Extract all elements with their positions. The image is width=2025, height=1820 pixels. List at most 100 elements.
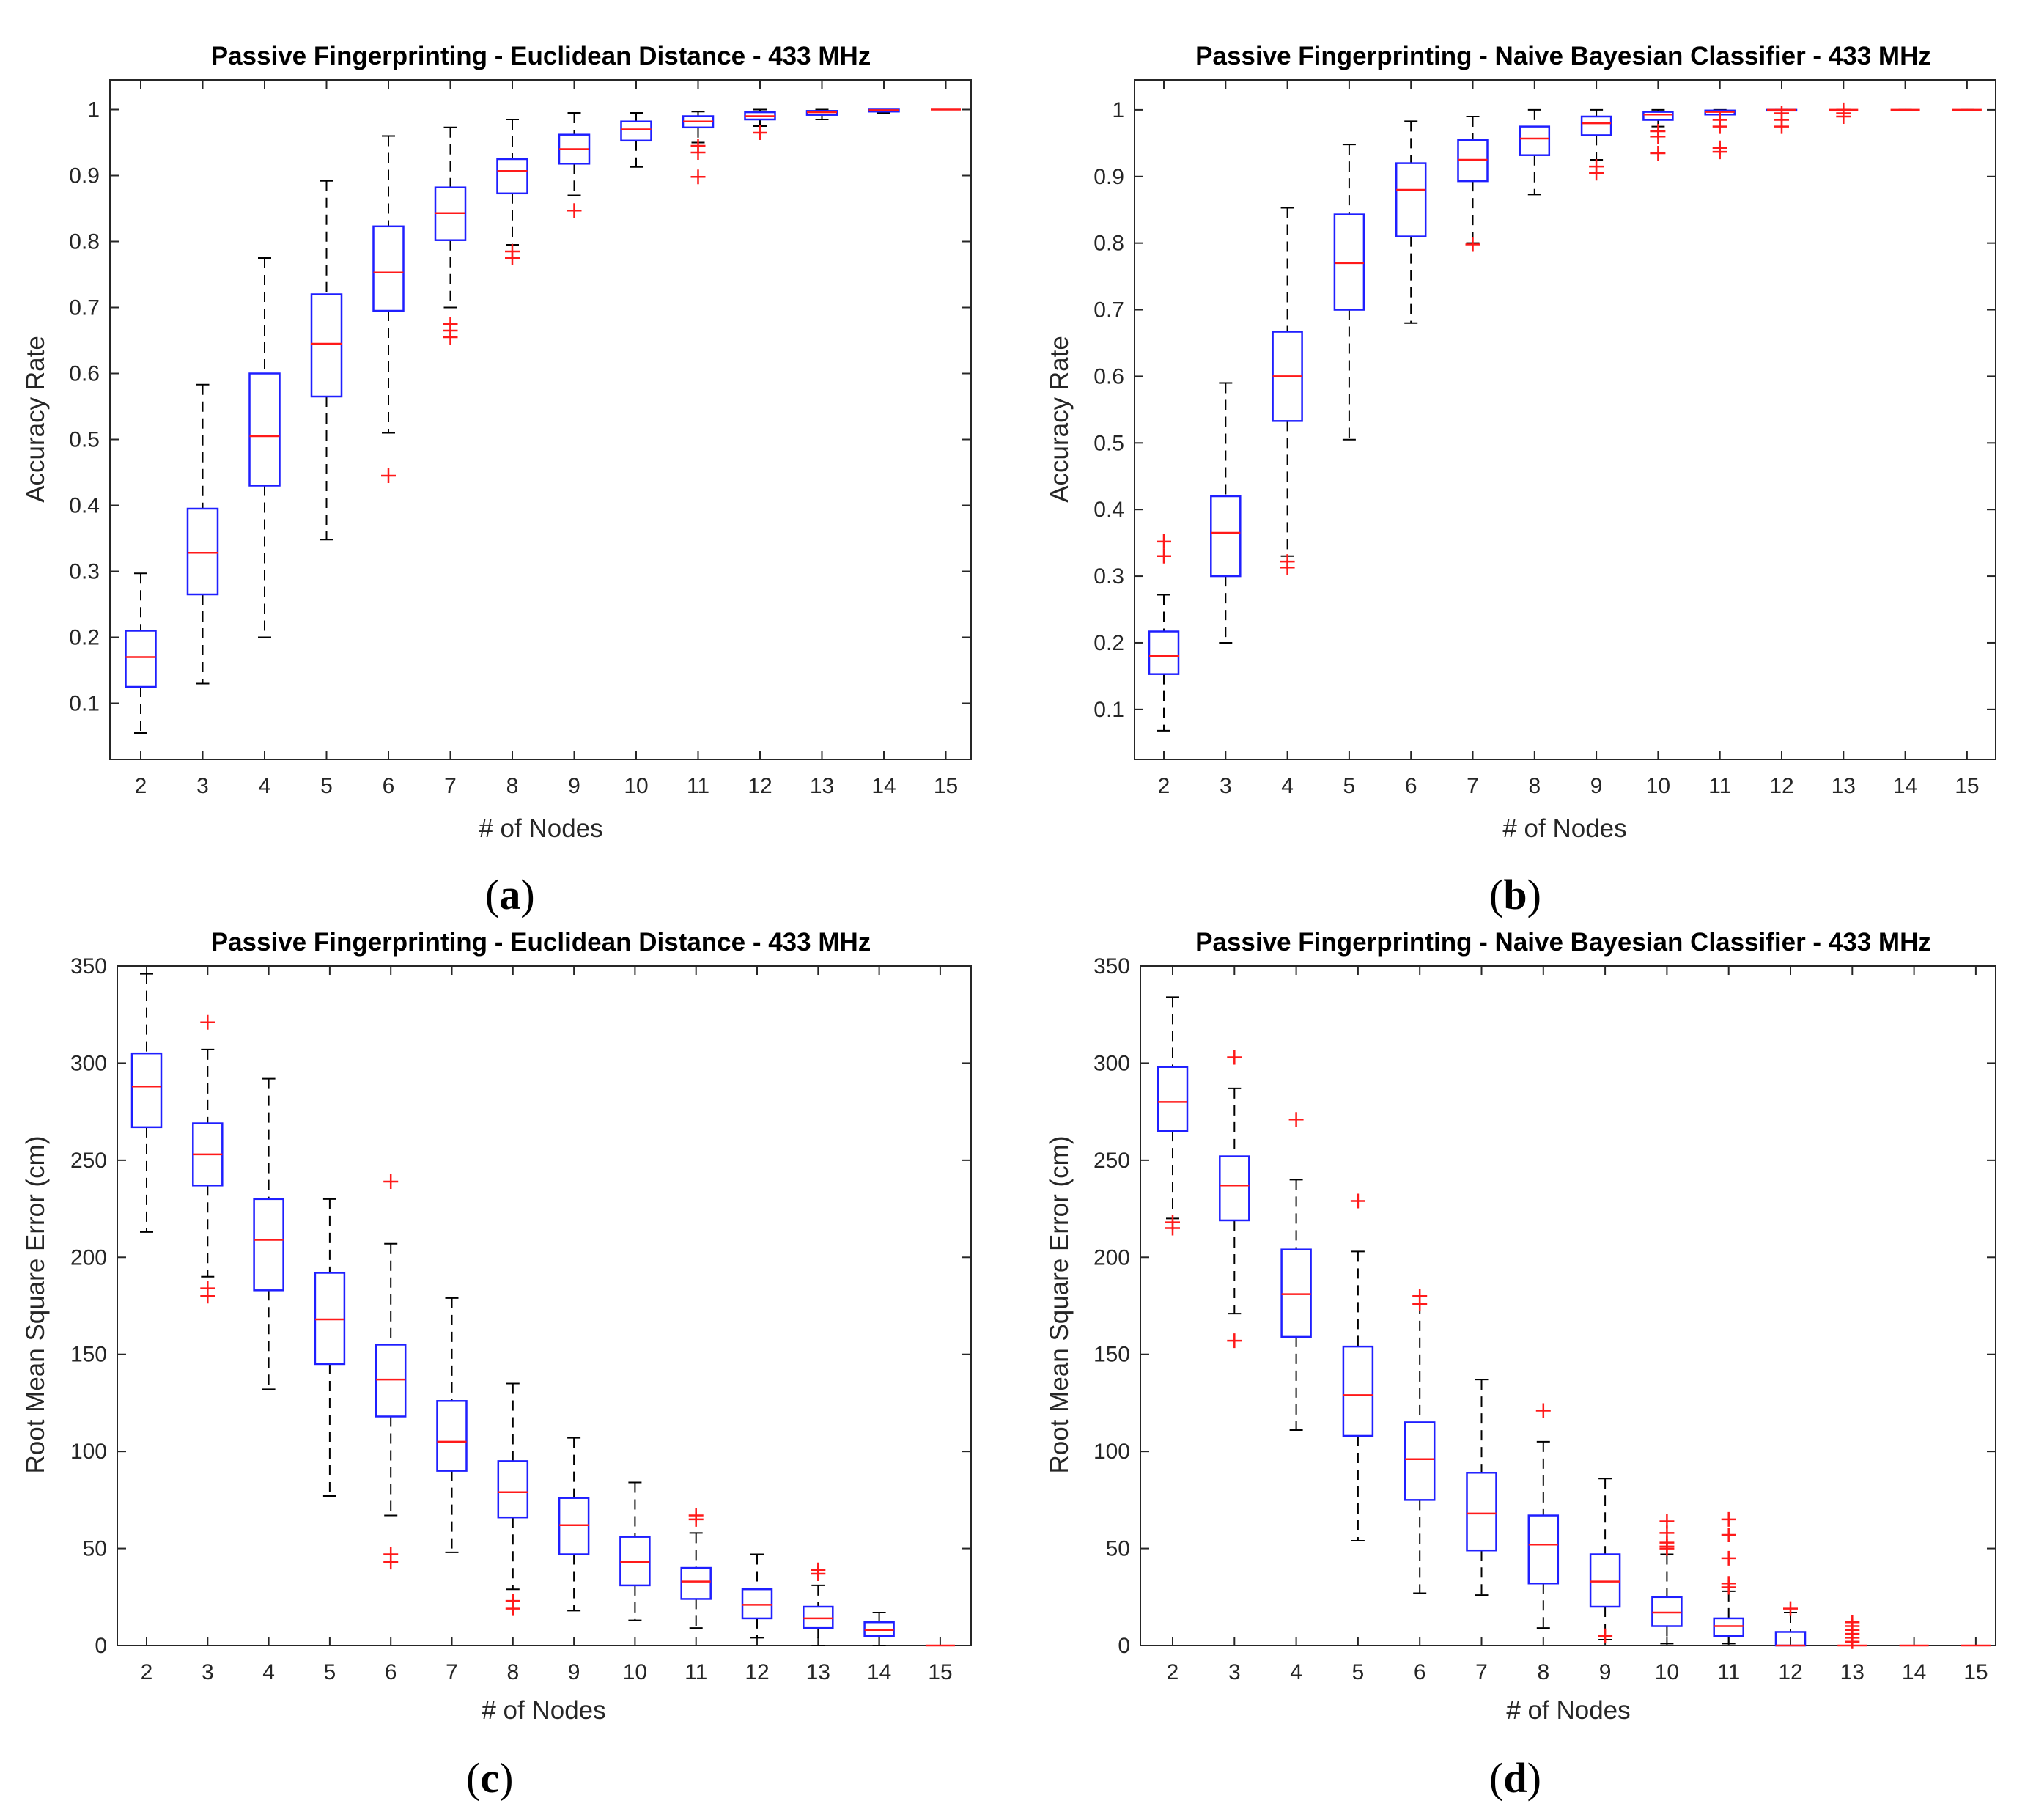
x-tick-label: 2	[141, 1660, 153, 1684]
x-tick-label: 14	[1893, 774, 1917, 798]
x-tick-label: 4	[1290, 1660, 1302, 1684]
panel-a-x-axis-label: # of Nodes	[479, 814, 602, 843]
y-tick-label: 0	[95, 1634, 107, 1658]
y-tick-label: 0.1	[1093, 698, 1124, 722]
x-tick-label: 7	[446, 1660, 458, 1684]
panel-b-x-ticks: 2 3 4 5 6 7 8 9 10 11 12 13 14 15	[1158, 80, 1980, 798]
x-tick-label: 5	[1343, 774, 1356, 798]
x-tick-label: 10	[1646, 774, 1670, 798]
box-node-3	[1219, 1050, 1250, 1349]
box-iqr	[1651, 1596, 1683, 1627]
x-tick-label: 12	[1778, 1660, 1802, 1684]
panel-b-y-axis-label: Accuracy Rate	[1045, 336, 1074, 503]
y-tick-label: 200	[70, 1245, 107, 1270]
x-tick-label: 7	[444, 774, 457, 798]
chart-panel-b: Passive Fingerprinting - Naive Bayesian …	[1045, 42, 1996, 918]
panel-d-caption: (d)	[1489, 1754, 1541, 1802]
box-iqr	[314, 1272, 346, 1366]
x-tick-label: 10	[623, 1660, 647, 1684]
panel-b-caption: (b)	[1489, 871, 1541, 918]
outlier-marker	[1721, 1511, 1736, 1527]
box-node-3	[192, 1014, 224, 1304]
box-node-11	[682, 111, 715, 185]
box-node-12	[1774, 1601, 1807, 1647]
box-node-7	[1457, 115, 1489, 252]
panel-a-boxes	[125, 108, 961, 734]
x-tick-label: 3	[1228, 1660, 1241, 1684]
box-iqr	[1527, 1514, 1560, 1585]
box-node-5	[1333, 144, 1365, 441]
box-node-3	[1210, 382, 1242, 644]
box-node-11	[680, 1508, 712, 1629]
box-node-14	[868, 108, 900, 114]
outlier-marker	[1227, 1050, 1242, 1065]
panel-b-title: Passive Fingerprinting - Naive Bayesian …	[1195, 42, 1931, 70]
y-tick-label: 250	[1093, 1149, 1130, 1173]
panel-c-y-ticks: 0 50 100 150 200 250 300 350	[70, 954, 971, 1658]
box-node-12	[741, 1553, 773, 1639]
box-iqr	[496, 158, 528, 195]
outlier-marker	[1165, 1220, 1180, 1236]
chart-panel-d: Passive Fingerprinting - Naive Bayesian …	[1045, 928, 1996, 1802]
box-node-2	[1157, 996, 1189, 1236]
y-tick-label: 0.9	[69, 164, 100, 188]
box-node-10	[1642, 108, 1674, 161]
outlier-marker	[1712, 119, 1727, 134]
x-tick-label: 7	[1467, 774, 1479, 798]
box-node-11	[1713, 1511, 1744, 1645]
panel-c-x-ticks: 2 3 4 5 6 7 8 9 10 11 12 13 14 15	[141, 966, 953, 1684]
box-iqr	[372, 225, 405, 312]
outlier-marker	[1288, 1112, 1304, 1127]
x-tick-label: 5	[1352, 1660, 1365, 1684]
x-tick-label: 12	[745, 1660, 769, 1684]
y-tick-label: 100	[70, 1440, 107, 1464]
chart-panel-a: Passive Fingerprinting - Euclidean Dista…	[21, 42, 972, 918]
panel-c-title: Passive Fingerprinting - Euclidean Dista…	[211, 928, 871, 957]
outlier-marker	[200, 1289, 215, 1304]
outlier-marker	[1845, 1634, 1860, 1649]
x-tick-label: 11	[685, 1660, 707, 1684]
x-tick-label: 2	[1158, 774, 1170, 798]
outlier-marker	[1227, 1333, 1242, 1349]
box-iqr	[1404, 1421, 1436, 1501]
panel-a-x-ticks: 2 3 4 5 6 7 8 9 10 11 12 13 14 15	[135, 80, 958, 798]
panel-a-plot-area	[109, 79, 972, 760]
outlier-marker	[383, 1555, 399, 1570]
box-node-13	[803, 1562, 834, 1646]
x-tick-label: 14	[867, 1660, 891, 1684]
box-node-12	[744, 108, 776, 140]
panel-c-plot-area	[117, 965, 972, 1646]
box-node-2	[130, 973, 163, 1233]
y-tick-label: 0.4	[1093, 498, 1124, 522]
x-tick-label: 4	[262, 1660, 275, 1684]
box-iqr	[1210, 495, 1242, 578]
chart-panel-c: Passive Fingerprinting - Euclidean Dista…	[21, 928, 972, 1802]
box-iqr	[186, 507, 219, 596]
box-node-9	[1589, 1478, 1621, 1643]
y-tick-label: 150	[70, 1343, 107, 1367]
box-node-14	[863, 1611, 895, 1646]
box-node-2	[1148, 534, 1180, 732]
outlier-marker	[1774, 119, 1789, 134]
panel-b-y-ticks: 0.1 0.2 0.3 0.4 0.5 0.6 0.7 0.8 0.9 1	[1093, 98, 1996, 722]
box-node-4	[248, 257, 281, 638]
panel-c-boxes	[130, 973, 955, 1647]
x-tick-label: 3	[202, 1660, 214, 1684]
box-node-4	[1272, 207, 1303, 575]
x-tick-label: 15	[934, 774, 958, 798]
box-node-6	[1404, 1289, 1436, 1594]
box-node-13	[1829, 102, 1859, 124]
y-tick-label: 1	[1112, 98, 1124, 122]
box-node-3	[186, 383, 219, 685]
y-tick-label: 0.6	[69, 362, 100, 386]
x-tick-label: 14	[871, 774, 896, 798]
panel-a-y-ticks: 0.1 0.2 0.3 0.4 0.5 0.6 0.7 0.8 0.9 1	[69, 98, 971, 716]
box-node-6	[1395, 120, 1427, 324]
box-node-12	[1766, 106, 1798, 134]
outlier-marker	[1412, 1296, 1428, 1311]
x-tick-label: 12	[748, 774, 772, 798]
y-tick-label: 100	[1093, 1440, 1130, 1464]
y-tick-label: 50	[83, 1537, 107, 1561]
x-tick-label: 5	[320, 774, 333, 798]
